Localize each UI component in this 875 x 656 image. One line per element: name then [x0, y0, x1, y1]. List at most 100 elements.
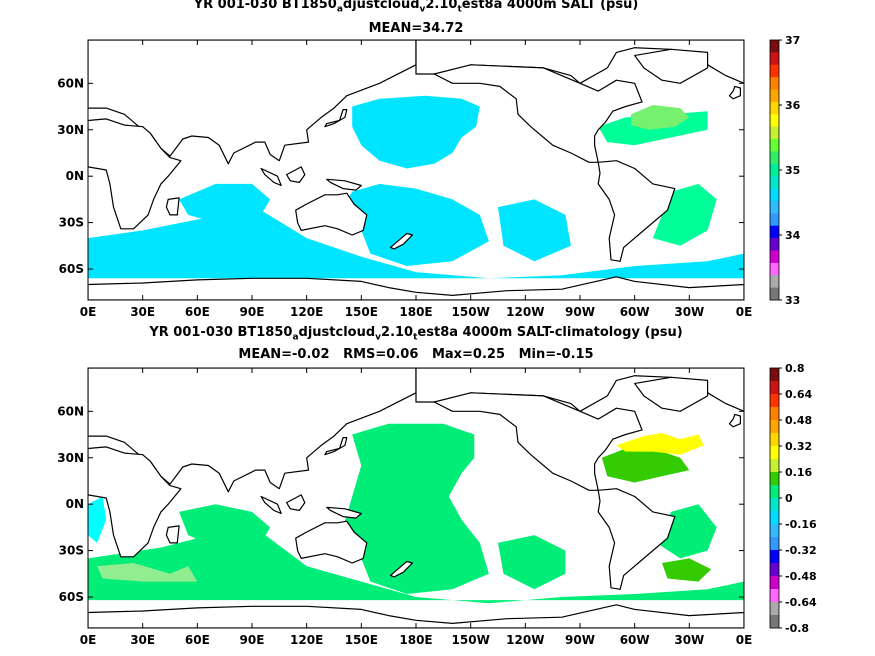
x-tick-label: 90E	[240, 305, 265, 319]
field-region-arabian-anomaly-neg	[88, 496, 107, 543]
land-borneo	[286, 494, 306, 511]
colorbar-segment	[770, 89, 779, 103]
land-britain	[728, 413, 742, 428]
map-inner-1	[88, 368, 744, 628]
colorbar-segment	[770, 511, 779, 525]
colorbar-tick-label: 33	[785, 294, 800, 307]
colorbar-segment	[770, 485, 779, 499]
colorbar-segment	[770, 40, 779, 53]
land-madagascar	[165, 525, 180, 544]
x-tick-label: 90W	[565, 633, 595, 647]
colorbar-segment	[770, 407, 779, 421]
y-tick-label: 60N	[57, 76, 84, 90]
land-south-america	[597, 488, 676, 590]
field-region-southern-indian-34.9	[88, 210, 744, 279]
field-region-east-pacific-anomaly-0.0	[498, 535, 566, 590]
y-tick-label: 0N	[66, 497, 84, 511]
x-tick-label: 120E	[290, 305, 323, 319]
land-greenland	[634, 376, 709, 412]
x-tick-label: 0E	[80, 633, 97, 647]
colorbar-tick-label: 0.8	[785, 362, 805, 375]
field-region-indian-ocean-34.9	[179, 183, 271, 223]
colorbar-tick-label: -0.16	[785, 518, 817, 531]
colorbar-segment	[770, 77, 779, 90]
land-new-guinea	[326, 178, 362, 191]
colorbar-segment	[770, 524, 779, 538]
colorbar-segment	[770, 52, 779, 66]
y-tick-label: 0N	[66, 169, 84, 183]
land-greenland	[634, 48, 709, 84]
colorbar-segment	[770, 589, 779, 603]
colorbar-segment	[770, 550, 779, 564]
colorbar-segment	[770, 498, 779, 512]
colorbar-segment	[770, 139, 779, 152]
colorbar-segment	[770, 446, 779, 460]
land-japan	[324, 437, 348, 456]
x-tick-label: 60E	[185, 633, 210, 647]
colorbar-segment	[770, 433, 779, 447]
colorbar-tick-label: 36	[785, 99, 801, 112]
y-tick-label: 60S	[59, 262, 84, 276]
field-region-south-atlantic-anomaly-0.16	[662, 558, 712, 582]
y-tick-label: 60S	[59, 590, 84, 604]
y-tick-label: 30N	[57, 451, 84, 465]
land-borneo	[286, 166, 306, 183]
colorbar-tick-label: 34	[785, 229, 801, 242]
colorbar-segment	[770, 114, 779, 127]
colorbar-segment	[770, 126, 779, 140]
land-north-america	[433, 64, 643, 163]
colorbar-segment	[770, 459, 779, 473]
x-tick-label: 30W	[674, 305, 704, 319]
x-tick-label: 150W	[452, 305, 490, 319]
top-subtitle: MEAN=34.72	[368, 21, 464, 36]
colorbar-segment	[770, 176, 779, 189]
colorbar-segment	[770, 537, 779, 551]
field-region-north-atlantic-anomaly-0.16	[601, 448, 690, 483]
land-australia	[295, 520, 368, 564]
x-tick-label: 60W	[620, 305, 650, 319]
map-panel-1: 0E 30E 60E 90E 120E 150E 180E 150W 120W 90W 60W 30W…	[57, 362, 817, 647]
land-new-guinea	[326, 506, 362, 519]
land-japan	[324, 108, 348, 128]
x-tick-label: 150E	[345, 633, 378, 647]
colorbar-segment	[770, 200, 779, 214]
field-region-pacific-anomaly-0.0	[343, 423, 489, 594]
colorbar-tick-label: 0.32	[785, 440, 812, 453]
colorbar-tick-label: -0.8	[785, 622, 809, 635]
field-region-east-pacific-34.9	[498, 199, 571, 262]
x-tick-label: 30E	[130, 305, 155, 319]
field-region-south-pacific-34.9	[343, 183, 489, 266]
x-tick-label: 60E	[185, 305, 210, 319]
x-tick-label: 120W	[506, 305, 544, 319]
colorbar-tick-label: 0	[785, 492, 793, 505]
x-tick-label: 0E	[736, 305, 753, 319]
x-tick-label: 60W	[620, 633, 650, 647]
x-tick-label: 120E	[290, 633, 323, 647]
y-tick-label: 30N	[57, 123, 84, 137]
land-africa	[88, 446, 182, 558]
top-title: YR 001-030 BT1850adjustcloudv2.10test8a …	[193, 0, 639, 15]
colorbar-segment	[770, 563, 779, 577]
colorbar-segment	[770, 602, 779, 616]
field-region-southern-anomaly-0.0	[88, 532, 744, 604]
land-madagascar	[165, 197, 180, 216]
land-south-america	[597, 160, 676, 262]
colorbar-segment	[770, 64, 779, 78]
colorbar-tick-label: 0.64	[785, 388, 812, 401]
land-australia	[295, 192, 368, 236]
colorbar-segment	[770, 381, 779, 395]
colorbar-segment	[770, 151, 779, 165]
x-tick-label: 90W	[565, 305, 595, 319]
x-tick-label: 150E	[345, 305, 378, 319]
colorbar-segment	[770, 188, 779, 202]
colorbar-segment	[770, 238, 779, 251]
bottom-title: YR 001-030 BT1850adjustcloudv2.10test8a …	[149, 325, 683, 343]
x-tick-label: 0E	[80, 305, 97, 319]
y-tick-label: 60N	[57, 404, 84, 418]
colorbar-segment	[770, 287, 779, 301]
x-tick-label: 180E	[399, 633, 432, 647]
colorbar-tick-label: 0.16	[785, 466, 812, 479]
land-britain	[728, 85, 742, 100]
x-tick-label: 30W	[674, 633, 704, 647]
